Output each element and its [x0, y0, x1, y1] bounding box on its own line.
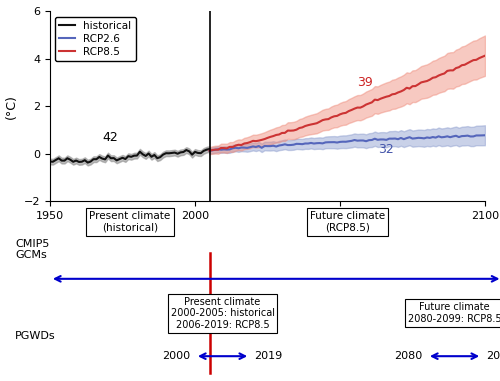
Text: Present climate
(historical): Present climate (historical) — [89, 211, 170, 233]
Text: 2080: 2080 — [394, 351, 422, 361]
Text: PGWDs: PGWDs — [15, 331, 56, 341]
Text: Present climate
2000-2005: historical
2006-2019: RCP8.5: Present climate 2000-2005: historical 20… — [170, 296, 274, 330]
Text: CMIP5
GCMs: CMIP5 GCMs — [15, 239, 50, 260]
Text: 2099: 2099 — [486, 351, 500, 361]
Text: Future climate
(RCP8.5): Future climate (RCP8.5) — [310, 211, 385, 233]
Text: 42: 42 — [102, 131, 118, 144]
Y-axis label: (°C): (°C) — [5, 94, 18, 119]
Text: 39: 39 — [358, 76, 373, 89]
Text: Future climate
2080-2099: RCP8.5: Future climate 2080-2099: RCP8.5 — [408, 303, 500, 324]
Legend: historical, RCP2.6, RCP8.5: historical, RCP2.6, RCP8.5 — [55, 17, 136, 61]
Text: 2019: 2019 — [254, 351, 282, 361]
Text: 2000: 2000 — [162, 351, 190, 361]
Text: 32: 32 — [378, 143, 394, 156]
Text: 2005: 2005 — [196, 301, 224, 311]
